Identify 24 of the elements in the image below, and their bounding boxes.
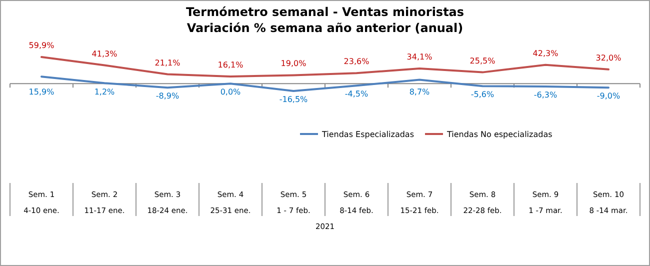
legend-label: Tiendas Especializadas — [321, 130, 414, 139]
data-label: -6,3% — [534, 90, 558, 100]
chart-subtitle: Variación % semana año anterior (anual) — [186, 21, 464, 35]
data-label: 42,3% — [532, 48, 559, 58]
data-label: 1,2% — [94, 88, 116, 97]
data-label: -4,5% — [344, 90, 368, 99]
data-label: 8,7% — [409, 88, 430, 97]
data-label: 32,0% — [596, 53, 622, 62]
chart-title: Termómetro semanal - Ventas minoristas — [186, 5, 464, 19]
data-label: -8,9% — [156, 92, 180, 101]
legend-label: Tiendas No especializadas — [446, 130, 552, 139]
data-label: 25,5% — [470, 56, 496, 66]
data-label: -9,0% — [596, 92, 620, 101]
data-label: 23,6% — [344, 57, 370, 66]
data-label: 41,3% — [92, 49, 118, 58]
data-label: 34,1% — [406, 52, 433, 62]
data-label: 59,9% — [28, 41, 55, 50]
data-label: -5,6% — [470, 90, 494, 100]
data-label: 0,0% — [220, 88, 242, 97]
data-label: 16,1% — [218, 60, 244, 70]
data-label: 19,0% — [280, 59, 307, 68]
data-label: 15,9% — [28, 88, 55, 97]
data-label: 21,1% — [154, 58, 181, 68]
data-label: -16,5% — [279, 95, 308, 104]
